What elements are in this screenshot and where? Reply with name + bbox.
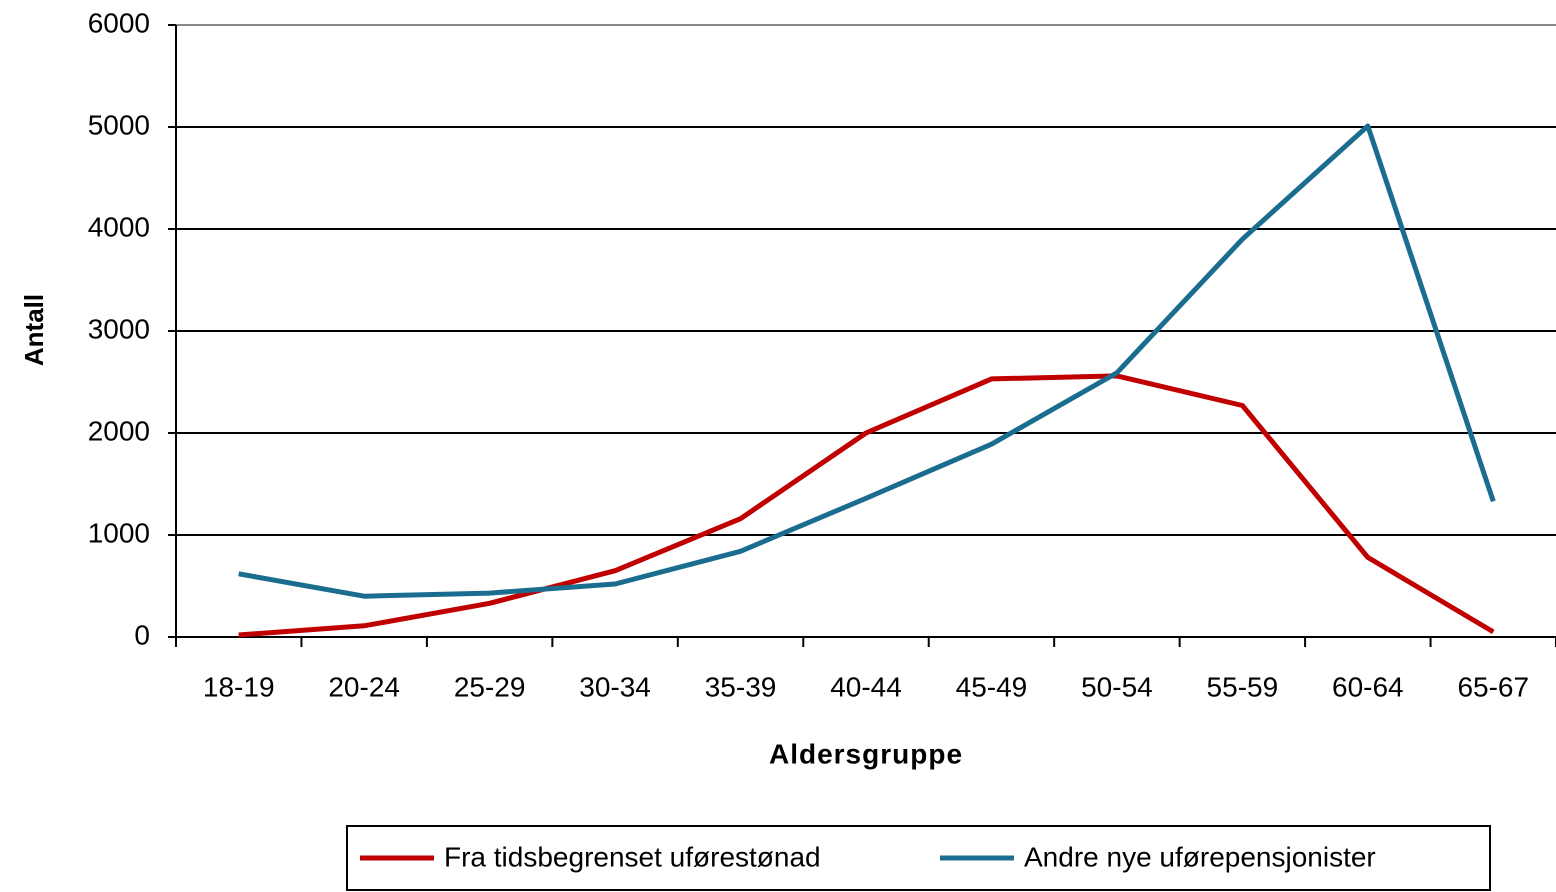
series-line	[238, 373, 1495, 638]
y-tick-label: 0	[134, 619, 150, 650]
x-tick-label: 18-19	[203, 671, 275, 702]
y-tick-label: 1000	[88, 517, 150, 548]
y-tick-label: 2000	[88, 415, 150, 446]
x-tick-label: 60-64	[1332, 671, 1404, 702]
legend-label: Andre nye uførepensjonister	[1024, 841, 1376, 872]
series-line	[238, 123, 1496, 599]
legend-box	[346, 825, 1491, 891]
y-tick-label: 6000	[88, 7, 150, 38]
x-tick-label: 50-54	[1081, 671, 1153, 702]
y-tick-label: 4000	[88, 211, 150, 242]
x-tick-label: 55-59	[1207, 671, 1279, 702]
x-tick-label: 35-39	[705, 671, 777, 702]
x-tick-label: 25-29	[454, 671, 526, 702]
x-tick-label: 65-67	[1457, 671, 1529, 702]
x-tick-label: 45-49	[956, 671, 1028, 702]
y-tick-label: 5000	[88, 109, 150, 140]
y-axis-title: Antall	[19, 294, 49, 366]
x-tick-label: 30-34	[579, 671, 651, 702]
x-tick-label: 40-44	[830, 671, 902, 702]
y-tick-label: 3000	[88, 313, 150, 344]
legend-label: Fra tidsbegrenset uførestønad	[444, 841, 821, 872]
x-axis-title: Aldersgruppe	[769, 738, 963, 769]
x-tick-label: 20-24	[328, 671, 400, 702]
